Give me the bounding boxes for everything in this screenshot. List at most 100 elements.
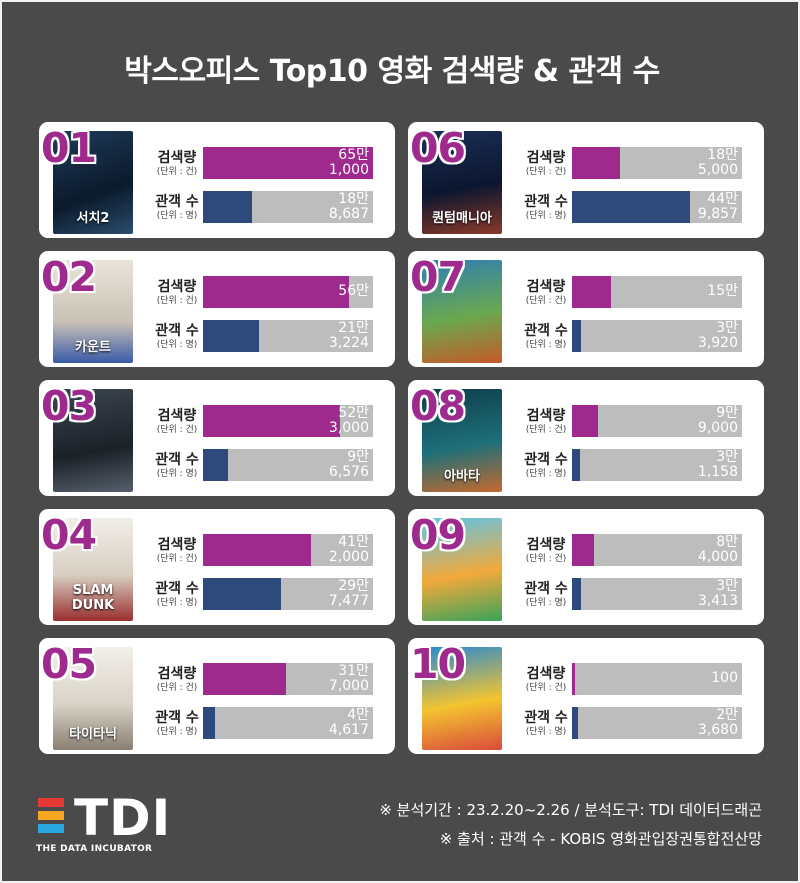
audience-bar-track: 44만 9,857: [572, 191, 742, 223]
search-label-unit: (단위 : 건): [156, 425, 198, 435]
movie-card: 카운트 02 검색량 (단위 : 건) 관객 수 (단위 : 명) 56만 21만 3,224: [39, 251, 395, 367]
search-bar: [572, 276, 612, 308]
audience-label-unit: (단위 : 명): [156, 340, 198, 350]
value-label-line: 3,000: [328, 420, 369, 436]
audience-value-label: 4만 4,617: [329, 708, 369, 738]
audience-label-unit: (단위 : 명): [525, 727, 567, 737]
movie-card: 서치2 01 검색량 (단위 : 건) 관객 수 (단위 : 명) 65만 1,000 18만 8…: [39, 122, 395, 238]
movie-card: 03 검색량 (단위 : 건) 관객 수 (단위 : 명) 52만 3,000 9만 6,576: [39, 380, 395, 496]
search-bar: [203, 405, 340, 437]
audience-label-unit: (단위 : 명): [525, 598, 567, 608]
audience-bar-track: 4만 4,617: [203, 707, 373, 739]
logo-stripe-blue: [38, 824, 64, 833]
search-bar-track: 9만 9,000: [572, 405, 742, 437]
search-label-text: 검색량: [526, 666, 566, 682]
value-label-line: 100: [711, 670, 738, 686]
rank-number: 10: [410, 640, 466, 688]
search-value-label: 8만 4,000: [698, 535, 738, 565]
value-label-line: 52만: [338, 405, 369, 421]
search-label-unit: (단위 : 건): [156, 683, 198, 693]
search-value-label: 15만: [707, 284, 738, 299]
audience-bar-track: 18만 8,687: [203, 191, 373, 223]
audience-label-text: 관객 수: [524, 452, 568, 468]
value-label-line: 9,000: [697, 420, 738, 436]
audience-label-unit: (단위 : 명): [525, 469, 567, 479]
movie-card: 타이타닉 05 검색량 (단위 : 건) 관객 수 (단위 : 명) 31만 7,000 4만 4…: [39, 638, 395, 754]
audience-label-unit: (단위 : 명): [525, 340, 567, 350]
audience-bar-track: 2만 3,680: [572, 707, 742, 739]
audience-bar: [203, 191, 253, 223]
audience-label-text: 관객 수: [155, 581, 199, 597]
audience-label-unit: (단위 : 명): [156, 598, 198, 608]
audience-bar: [572, 707, 579, 739]
movie-poster: [53, 389, 133, 492]
search-label-unit: (단위 : 건): [525, 554, 567, 564]
value-label-line: 4,617: [328, 722, 369, 738]
value-label-line: 7,477: [328, 593, 369, 609]
logo-stripe-orange: [38, 811, 64, 820]
audience-label: 관객 수 (단위 : 명): [516, 194, 576, 222]
search-value-label: 100: [711, 671, 738, 686]
audience-label-text: 관객 수: [524, 581, 568, 597]
search-bar: [203, 663, 286, 695]
value-label-line: 4만: [347, 707, 369, 723]
movie-poster: SLAM DUNK: [53, 518, 133, 621]
audience-value-label: 18만 8,687: [329, 192, 369, 222]
search-label: 검색량 (단위 : 건): [516, 408, 576, 436]
movie-card: SLAM DUNK 04 검색량 (단위 : 건) 관객 수 (단위 : 명) 41만 2,0…: [39, 509, 395, 625]
search-value-label: 52만 3,000: [329, 406, 369, 436]
value-label-line: 3,413: [697, 593, 738, 609]
search-bar-track: 52만 3,000: [203, 405, 373, 437]
search-label-text: 검색량: [157, 666, 197, 682]
movie-card: 09 검색량 (단위 : 건) 관객 수 (단위 : 명) 8만 4,000 3만 3,413: [408, 509, 764, 625]
movie-poster: 카운트: [53, 260, 133, 363]
audience-label: 관객 수 (단위 : 명): [147, 194, 207, 222]
rank-number: 08: [410, 382, 466, 430]
value-label-line: 8,687: [328, 206, 369, 222]
audience-value-label: 3만 3,920: [698, 321, 738, 351]
search-label-text: 검색량: [157, 408, 197, 424]
search-bar-track: 8만 4,000: [572, 534, 742, 566]
audience-bar: [203, 578, 281, 610]
search-bar-track: 31만 7,000: [203, 663, 373, 695]
search-label-unit: (단위 : 건): [156, 167, 198, 177]
value-label-line: 8만: [716, 534, 738, 550]
search-label-unit: (단위 : 건): [156, 296, 198, 306]
audience-label-text: 관객 수: [524, 323, 568, 339]
rank-number: 03: [41, 382, 97, 430]
search-bar: [203, 276, 350, 308]
search-bar-track: 15만: [572, 276, 742, 308]
search-bar: [572, 147, 621, 179]
audience-label-text: 관객 수: [524, 194, 568, 210]
audience-value-label: 21만 3,224: [329, 321, 369, 351]
search-bar: [572, 534, 594, 566]
audience-label-text: 관객 수: [524, 710, 568, 726]
search-label-text: 검색량: [526, 408, 566, 424]
audience-label: 관객 수 (단위 : 명): [147, 581, 207, 609]
audience-bar-track: 3만 3,920: [572, 320, 742, 352]
audience-label-unit: (단위 : 명): [525, 211, 567, 221]
page-title: 박스오피스 Top10 영화 검색량 & 관객 수: [124, 54, 660, 89]
value-label-line: 9만: [716, 405, 738, 421]
search-value-label: 65만 1,000: [329, 148, 369, 178]
logo-subtext: THE DATA INCUBATOR: [36, 844, 153, 854]
value-label-line: 3,224: [328, 335, 369, 351]
movie-card: 10 검색량 (단위 : 건) 관객 수 (단위 : 명) 100 2만 3,680: [408, 638, 764, 754]
search-bar-track: 18만 5,000: [572, 147, 742, 179]
audience-label: 관객 수 (단위 : 명): [516, 452, 576, 480]
rank-number: 02: [41, 253, 97, 301]
poster-title: 타이타닉: [69, 727, 117, 742]
value-label-line: 31만: [338, 663, 369, 679]
search-label: 검색량 (단위 : 건): [516, 537, 576, 565]
audience-value-label: 9만 6,576: [329, 450, 369, 480]
search-label: 검색량 (단위 : 건): [147, 150, 207, 178]
search-label-unit: (단위 : 건): [525, 425, 567, 435]
movie-poster: 퀀텀매니아: [422, 131, 502, 234]
poster-title: 아바타: [444, 469, 480, 484]
search-label-unit: (단위 : 건): [525, 167, 567, 177]
search-label-text: 검색량: [157, 537, 197, 553]
audience-bar: [572, 191, 690, 223]
audience-label: 관객 수 (단위 : 명): [516, 323, 576, 351]
audience-value-label: 3만 1,158: [698, 450, 738, 480]
movie-card: 07 검색량 (단위 : 건) 관객 수 (단위 : 명) 15만 3만 3,920: [408, 251, 764, 367]
